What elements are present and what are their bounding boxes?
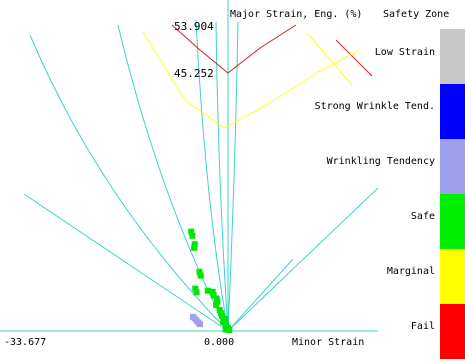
guide-curve-inner [195, 19, 229, 332]
legend-label-strong-wrinkle: Strong Wrinkle Tend. [314, 101, 435, 112]
legend-label-wrinkling: Wrinkling Tendency [326, 156, 435, 167]
fld-red-curve [171, 24, 297, 74]
strain-point-0-11 [213, 295, 220, 302]
legend-swatch-safe [440, 194, 465, 249]
strain-point-0-12 [214, 298, 221, 305]
legend-swatch-strong-wrinkle [440, 84, 465, 139]
fld-red-curve-right [335, 39, 373, 77]
x-axis-zero-label: 0.000 [204, 337, 234, 348]
legend-label-safe: Safe [410, 211, 435, 222]
strain-point-0-8 [204, 287, 211, 294]
legend-swatch-low-strain [440, 29, 465, 84]
strain-point-0-5 [197, 272, 204, 279]
strain-point-0-10 [210, 292, 217, 299]
fld-yellow-curve-right [307, 33, 353, 86]
strain-point-0-6 [192, 285, 199, 292]
guide-line-equibiaxial [227, 258, 294, 332]
strain-point-0-2 [191, 241, 198, 248]
strain-point-0-7 [193, 289, 200, 296]
x-axis-min-label: -33.677 [4, 337, 46, 348]
strain-point-0-0 [188, 228, 195, 235]
strain-points [188, 228, 233, 333]
strain-point-0-9 [209, 288, 216, 295]
guide-curve-outer [29, 34, 229, 332]
safety-zone-title: Safety Zone [383, 9, 450, 20]
strain-point-1-4 [197, 321, 204, 328]
guide-line-shear [23, 193, 229, 332]
strain-point-0-13 [213, 301, 220, 308]
y-label-upper: 53.904 [174, 20, 214, 33]
x-axis-title: Minor Strain [292, 337, 364, 348]
legend-swatch-marginal [440, 249, 465, 304]
legend-label-marginal: Marginal [386, 266, 435, 277]
legend-label-low-strain: Low Strain [374, 47, 435, 58]
strain-point-0-22 [226, 327, 233, 333]
strain-point-0-1 [189, 232, 196, 239]
strain-point-0-19 [223, 321, 230, 328]
strain-point-0-14 [216, 307, 223, 314]
guide-curve-center-right [227, 21, 239, 332]
strain-point-0-17 [222, 316, 228, 322]
guide-curve-middle [117, 24, 229, 332]
fld-yellow-curve [142, 31, 361, 129]
guide-curve-center-left [215, 21, 229, 332]
legend-label-fail: Fail [410, 321, 435, 332]
strain-path-lines [23, 19, 379, 332]
strain-point-0-3 [191, 244, 198, 251]
safety-zone-legend: Low Strain Strong Wrinkle Tend. Wrinklin… [290, 0, 465, 363]
strain-point-0-21 [222, 326, 229, 333]
strain-point-0-4 [196, 268, 203, 275]
legend-swatch-wrinkling [440, 139, 465, 194]
strain-point-0-16 [219, 312, 226, 319]
chart-title: Major Strain, Eng. (%) [230, 9, 363, 20]
guide-line-biaxial [227, 187, 379, 332]
y-label-lower: 45.252 [174, 67, 214, 80]
legend-swatch-fail [440, 304, 465, 359]
